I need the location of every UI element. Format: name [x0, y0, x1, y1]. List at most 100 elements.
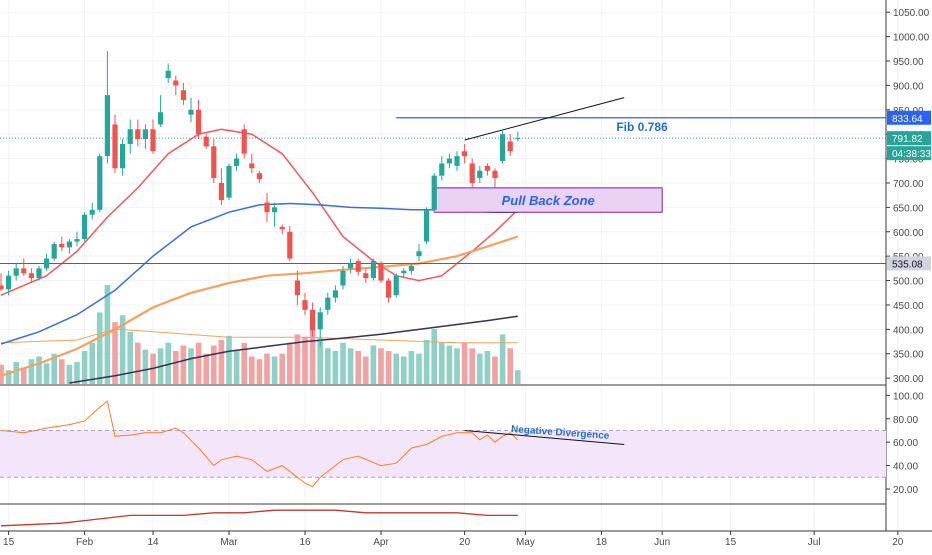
price-tick-label: 450.00 — [893, 301, 924, 312]
volume-bar — [446, 345, 453, 384]
candle-body — [0, 285, 4, 290]
volume-bar — [256, 359, 263, 384]
rsi-tick-label: 20.00 — [893, 485, 918, 496]
volume-bar — [241, 342, 247, 384]
candle-body — [36, 268, 42, 279]
rsi-band — [0, 430, 886, 478]
current-price-label-bg — [887, 131, 931, 146]
volume-bar — [492, 356, 498, 384]
current-price-label: 791.82 — [892, 134, 923, 145]
volume-bar — [142, 349, 149, 384]
volume-bar — [13, 362, 19, 384]
candle-body — [256, 173, 262, 180]
volume-bar — [112, 322, 118, 384]
candle-body — [74, 239, 80, 242]
candle-body — [44, 258, 50, 269]
candle-body — [469, 163, 475, 183]
candle-body — [196, 109, 202, 135]
pull-back-zone-label: Pull Back Zone — [502, 193, 595, 208]
price-tick-label: 500.00 — [893, 277, 924, 288]
volume-bar — [218, 340, 225, 384]
price-tick-label: 300.00 — [893, 374, 924, 385]
volume-bar — [439, 342, 445, 384]
volume-bar — [332, 351, 339, 384]
volume-bar — [461, 342, 468, 384]
candle-body — [13, 268, 19, 276]
candle-body — [82, 214, 88, 240]
candle-body — [150, 129, 156, 152]
support-price-label-bg — [887, 256, 931, 271]
candle-body — [203, 136, 209, 147]
volume-bar — [59, 359, 65, 384]
countdown-label: 04:38:33 — [892, 149, 931, 160]
moving-average-line — [0, 128, 519, 296]
volume-bar — [302, 337, 308, 384]
candle-body — [477, 170, 483, 179]
moving-average-line — [0, 202, 518, 345]
candle-body — [294, 280, 300, 296]
volume-bar — [378, 348, 384, 384]
volume-bar — [135, 342, 141, 384]
price-tick-label: 650.00 — [893, 203, 924, 214]
pull-back-zone[interactable] — [433, 187, 663, 213]
volume-bar — [423, 340, 430, 384]
volume-bar — [317, 338, 323, 384]
volume-bar — [416, 353, 422, 384]
divergence-line[interactable] — [464, 429, 625, 445]
candle-body — [104, 95, 110, 157]
candle-body — [51, 243, 57, 259]
volume-bar — [499, 334, 506, 384]
volume-bar — [203, 353, 209, 384]
candle-body — [355, 261, 361, 272]
volume-bar — [401, 356, 407, 384]
volume-bar — [294, 334, 301, 384]
candle-body — [332, 290, 338, 298]
candle-body — [325, 297, 331, 310]
price-tick-label: 1050.00 — [893, 8, 930, 19]
volume-bar — [89, 342, 95, 384]
volume-bar — [264, 353, 270, 384]
volume-bar — [309, 329, 316, 384]
candle-body — [348, 263, 354, 269]
time-tick-label: 20 — [892, 537, 904, 548]
candle-body — [310, 309, 316, 331]
volume-bar — [393, 353, 399, 384]
time-tick-label: Feb — [76, 537, 94, 548]
volume-bar — [454, 348, 460, 384]
price-tick-label: 700.00 — [893, 179, 924, 190]
volume-bar — [180, 345, 187, 384]
volume-bar — [173, 351, 179, 384]
candle-body — [6, 275, 12, 290]
volume-bar — [363, 356, 369, 384]
volume-bar — [507, 348, 513, 384]
volume-bar — [119, 315, 126, 384]
moving-average-line — [0, 235, 519, 377]
volume-bar — [515, 370, 521, 384]
time-tick-label: Apr — [373, 537, 389, 548]
time-tick-label: May — [516, 537, 535, 548]
candle-body — [249, 163, 255, 169]
rsi-tick-label: 40.00 — [893, 462, 918, 473]
candle-body — [241, 129, 247, 154]
rsi-tick-label: 60.00 — [893, 438, 918, 449]
time-tick-label: 20 — [459, 537, 471, 548]
fib-label: Fib 0.786 — [616, 120, 668, 134]
volume-bar — [347, 348, 354, 384]
time-tick-label: 18 — [596, 537, 608, 548]
candle-body — [59, 243, 65, 248]
volume-bar — [81, 351, 88, 384]
candle-body — [431, 175, 437, 210]
candle-body — [112, 124, 118, 169]
candle-body — [317, 312, 323, 330]
volume-bar — [28, 359, 35, 384]
candle-body — [439, 163, 445, 176]
rsi-tick-label: 80.00 — [893, 415, 918, 426]
rsi-tick-label: 100.00 — [893, 391, 924, 402]
volume-bar — [127, 331, 133, 384]
volume-bar — [188, 348, 194, 384]
time-tick-label: Jul — [808, 537, 821, 548]
volume-bar — [370, 345, 377, 384]
trendline[interactable] — [464, 97, 625, 141]
